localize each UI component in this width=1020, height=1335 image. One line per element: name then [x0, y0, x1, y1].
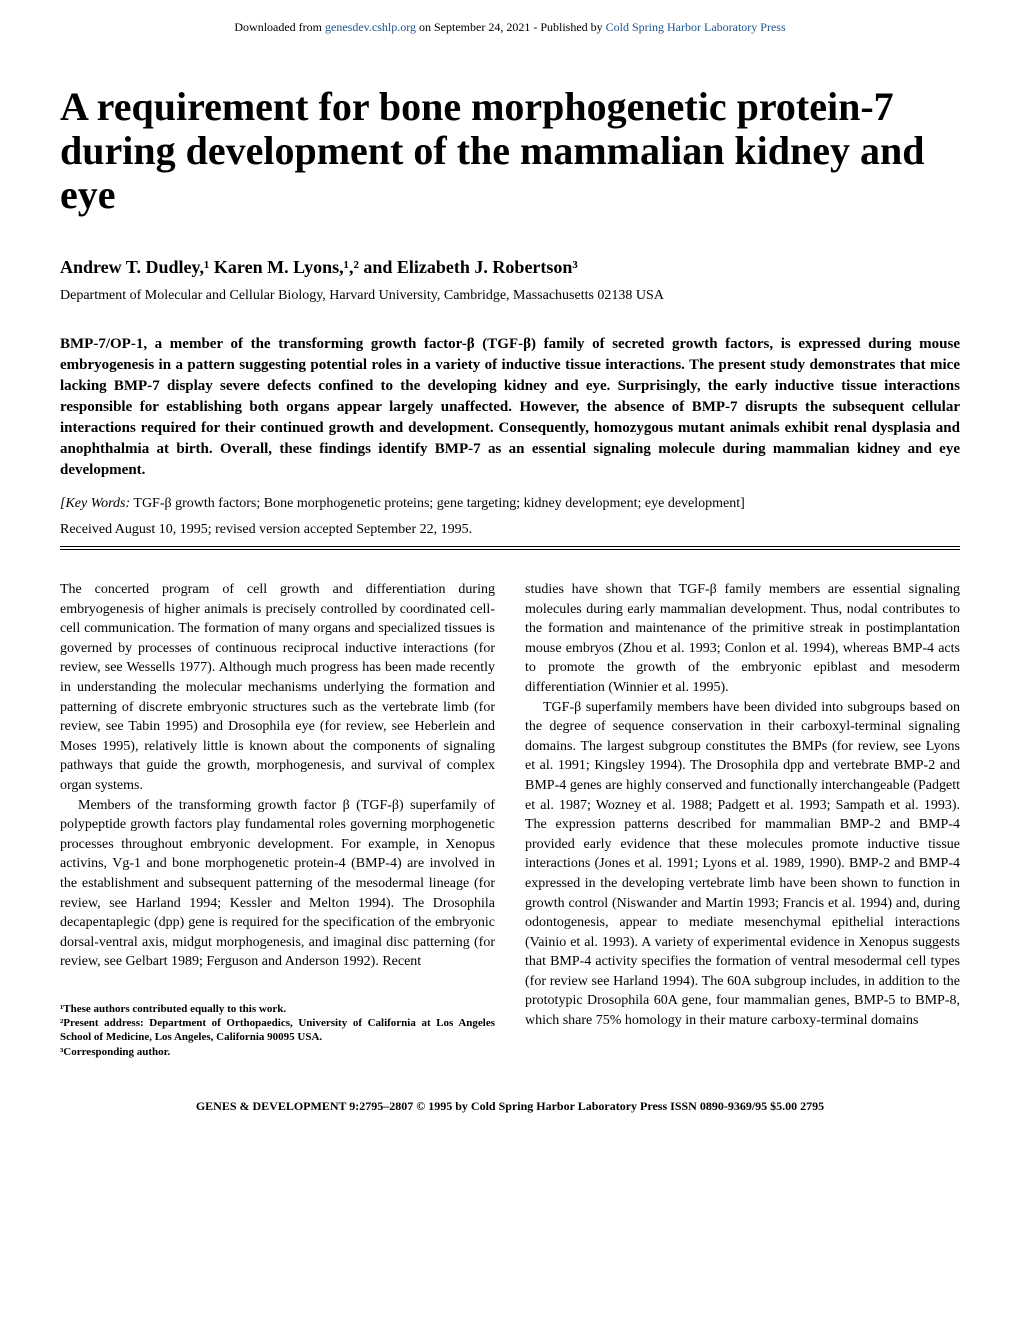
abstract-text: BMP-7/OP-1, a member of the transforming…: [60, 334, 960, 481]
download-bar: Downloaded from genesdev.cshlp.org on Se…: [60, 20, 960, 35]
article-title: A requirement for bone morphogenetic pro…: [60, 85, 960, 217]
keywords-label: [Key Words:: [60, 496, 130, 511]
column-right: studies have shown that TGF-β family mem…: [525, 580, 960, 1059]
col2-paragraph-1: studies have shown that TGF-β family mem…: [525, 580, 960, 698]
footnotes-block: ¹These authors contributed equally to th…: [60, 1002, 495, 1059]
keywords-line: [Key Words: TGF-β growth factors; Bone m…: [60, 496, 960, 512]
download-prefix: Downloaded from: [234, 20, 325, 34]
page-footer: GENES & DEVELOPMENT 9:2795–2807 © 1995 b…: [60, 1099, 960, 1114]
authors-line: Andrew T. Dudley,¹ Karen M. Lyons,¹,² an…: [60, 257, 960, 278]
column-left: The concerted program of cell growth and…: [60, 580, 495, 1059]
download-link-1[interactable]: genesdev.cshlp.org: [325, 20, 416, 34]
download-link-2[interactable]: Cold Spring Harbor Laboratory Press: [606, 20, 786, 34]
body-two-column: The concerted program of cell growth and…: [60, 580, 960, 1059]
col1-paragraph-1: The concerted program of cell growth and…: [60, 580, 495, 796]
footnote-1: ¹These authors contributed equally to th…: [60, 1002, 495, 1016]
col2-paragraph-2: TGF-β superfamily members have been divi…: [525, 698, 960, 1031]
received-line: Received August 10, 1995; revised versio…: [60, 522, 960, 547]
keywords-text: TGF-β growth factors; Bone morphogenetic…: [130, 496, 745, 511]
download-middle: on September 24, 2021 - Published by: [416, 20, 606, 34]
footnote-2: ²Present address: Department of Orthopae…: [60, 1016, 495, 1045]
affiliation-line: Department of Molecular and Cellular Bio…: [60, 288, 960, 304]
footnote-3: ³Corresponding author.: [60, 1045, 495, 1059]
col1-paragraph-2: Members of the transforming growth facto…: [60, 796, 495, 972]
divider-line: [60, 549, 960, 550]
